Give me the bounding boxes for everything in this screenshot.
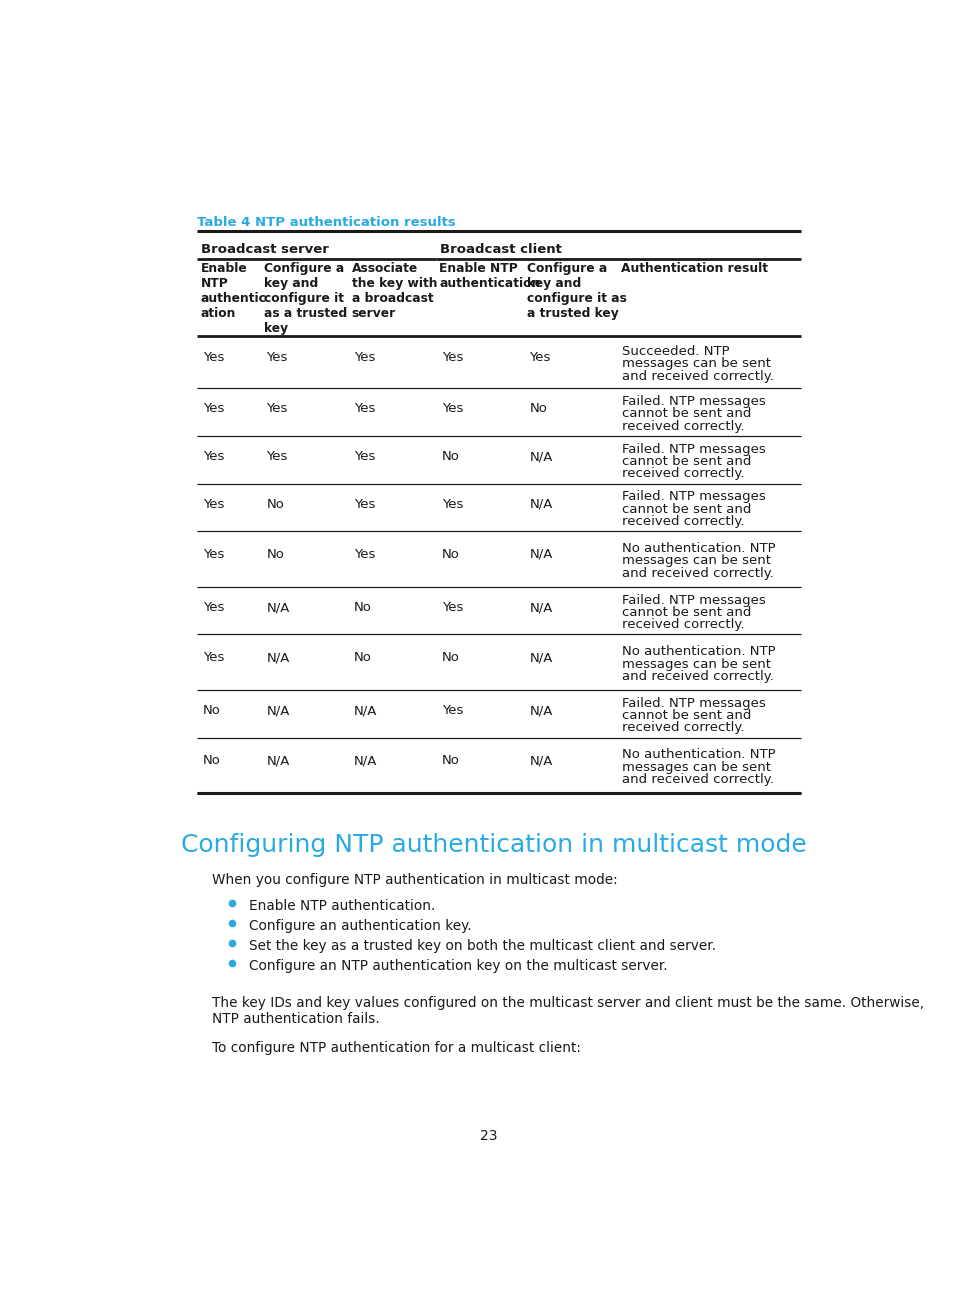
Text: Yes: Yes	[203, 601, 224, 614]
Text: To configure NTP authentication for a multicast client:: To configure NTP authentication for a mu…	[212, 1041, 580, 1055]
Text: Yes: Yes	[354, 402, 375, 416]
Text: N/A: N/A	[266, 601, 290, 614]
Text: Authentication result: Authentication result	[620, 262, 767, 275]
Text: cannot be sent and: cannot be sent and	[620, 709, 750, 722]
Text: and received correctly.: and received correctly.	[620, 369, 773, 382]
Text: No: No	[203, 704, 220, 717]
Text: Yes: Yes	[354, 498, 375, 511]
Text: 23: 23	[479, 1129, 497, 1143]
Text: When you configure NTP authentication in multicast mode:: When you configure NTP authentication in…	[212, 874, 618, 888]
Text: messages can be sent: messages can be sent	[620, 358, 770, 371]
Text: Yes: Yes	[441, 601, 462, 614]
Text: No: No	[203, 754, 220, 767]
Text: Enable
NTP
authentic
ation: Enable NTP authentic ation	[200, 262, 266, 320]
Text: Yes: Yes	[354, 548, 375, 561]
Text: Failed. NTP messages: Failed. NTP messages	[620, 594, 764, 607]
Text: Yes: Yes	[203, 351, 224, 364]
Text: No authentication. NTP: No authentication. NTP	[620, 542, 775, 555]
Text: No authentication. NTP: No authentication. NTP	[620, 645, 775, 658]
Text: Yes: Yes	[203, 450, 224, 463]
Text: No: No	[441, 651, 459, 664]
Text: messages can be sent: messages can be sent	[620, 657, 770, 670]
Text: cannot be sent and: cannot be sent and	[620, 503, 750, 516]
Text: N/A: N/A	[529, 548, 552, 561]
Text: N/A: N/A	[529, 704, 552, 717]
Text: Enable NTP authentication.: Enable NTP authentication.	[249, 899, 436, 914]
Text: received correctly.: received correctly.	[620, 468, 743, 481]
Text: Yes: Yes	[354, 351, 375, 364]
Text: No: No	[354, 601, 372, 614]
Text: Yes: Yes	[203, 498, 224, 511]
Text: Broadcast client: Broadcast client	[439, 244, 561, 257]
Text: cannot be sent and: cannot be sent and	[620, 607, 750, 619]
Text: Yes: Yes	[441, 498, 462, 511]
Text: Broadcast server: Broadcast server	[201, 244, 329, 257]
Text: N/A: N/A	[529, 754, 552, 767]
Text: Failed. NTP messages: Failed. NTP messages	[620, 443, 764, 456]
Text: Yes: Yes	[441, 704, 462, 717]
Text: Yes: Yes	[441, 402, 462, 416]
Text: Yes: Yes	[441, 351, 462, 364]
Text: Configure a
key and
configure it
as a trusted
key: Configure a key and configure it as a tr…	[264, 262, 347, 334]
Text: Configuring NTP authentication in multicast mode: Configuring NTP authentication in multic…	[181, 833, 806, 857]
Text: Failed. NTP messages: Failed. NTP messages	[620, 697, 764, 710]
Text: received correctly.: received correctly.	[620, 515, 743, 527]
Text: Associate
the key with
a broadcast
server: Associate the key with a broadcast serve…	[352, 262, 436, 320]
Text: N/A: N/A	[529, 450, 552, 463]
Text: No: No	[529, 402, 547, 416]
Text: N/A: N/A	[529, 601, 552, 614]
Text: received correctly.: received correctly.	[620, 420, 743, 433]
Text: Yes: Yes	[354, 450, 375, 463]
Text: No: No	[441, 548, 459, 561]
Text: messages can be sent: messages can be sent	[620, 761, 770, 774]
Text: N/A: N/A	[266, 651, 290, 664]
Text: NTP authentication fails.: NTP authentication fails.	[212, 1012, 379, 1025]
Text: N/A: N/A	[529, 651, 552, 664]
Text: The key IDs and key values configured on the multicast server and client must be: The key IDs and key values configured on…	[212, 997, 923, 1011]
Text: Yes: Yes	[203, 402, 224, 416]
Text: Configure an authentication key.: Configure an authentication key.	[249, 919, 472, 933]
Text: Failed. NTP messages: Failed. NTP messages	[620, 490, 764, 503]
Text: No: No	[441, 754, 459, 767]
Text: and received correctly.: and received correctly.	[620, 772, 773, 787]
Text: N/A: N/A	[529, 498, 552, 511]
Text: Configure a
key and
configure it as
a trusted key: Configure a key and configure it as a tr…	[526, 262, 626, 320]
Text: Yes: Yes	[529, 351, 550, 364]
Text: Yes: Yes	[266, 450, 288, 463]
Text: Enable NTP
authentication: Enable NTP authentication	[439, 262, 540, 290]
Text: cannot be sent and: cannot be sent and	[620, 407, 750, 420]
Text: and received correctly.: and received correctly.	[620, 566, 773, 579]
Text: and received correctly.: and received correctly.	[620, 670, 773, 683]
Text: N/A: N/A	[266, 754, 290, 767]
Text: No: No	[441, 450, 459, 463]
Text: cannot be sent and: cannot be sent and	[620, 455, 750, 468]
Text: No authentication. NTP: No authentication. NTP	[620, 748, 775, 762]
Text: received correctly.: received correctly.	[620, 618, 743, 631]
Text: Yes: Yes	[203, 651, 224, 664]
Text: Yes: Yes	[203, 548, 224, 561]
Text: Succeeded. NTP: Succeeded. NTP	[620, 345, 728, 358]
Text: Table 4 NTP authentication results: Table 4 NTP authentication results	[196, 215, 455, 228]
Text: No: No	[266, 498, 284, 511]
Text: No: No	[266, 548, 284, 561]
Text: N/A: N/A	[266, 704, 290, 717]
Text: N/A: N/A	[354, 704, 377, 717]
Text: messages can be sent: messages can be sent	[620, 555, 770, 568]
Text: Configure an NTP authentication key on the multicast server.: Configure an NTP authentication key on t…	[249, 959, 667, 973]
Text: received correctly.: received correctly.	[620, 722, 743, 735]
Text: Yes: Yes	[266, 351, 288, 364]
Text: No: No	[354, 651, 372, 664]
Text: N/A: N/A	[354, 754, 377, 767]
Text: Failed. NTP messages: Failed. NTP messages	[620, 395, 764, 408]
Text: Set the key as a trusted key on both the multicast client and server.: Set the key as a trusted key on both the…	[249, 940, 716, 954]
Text: Yes: Yes	[266, 402, 288, 416]
